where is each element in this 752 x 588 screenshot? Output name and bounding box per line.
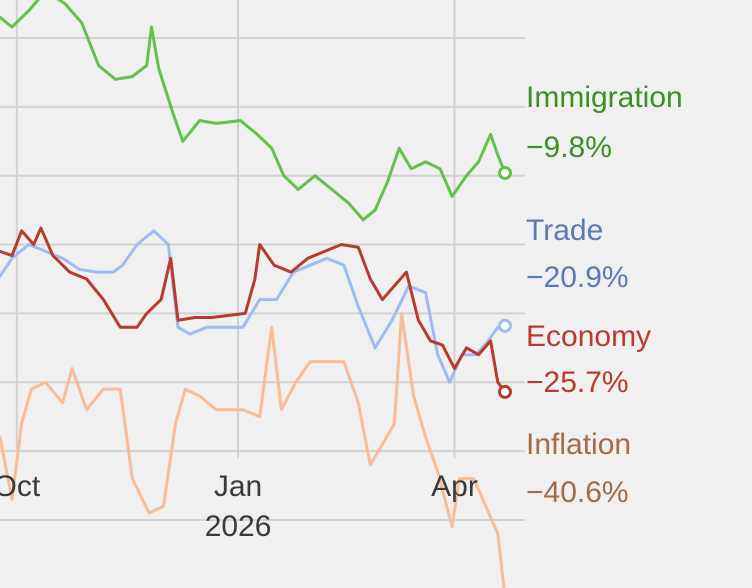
trade-series-name: Trade xyxy=(526,214,603,247)
trade-line xyxy=(0,229,507,384)
inflation-series-name: Inflation xyxy=(526,428,631,461)
x-tick-label: Jan xyxy=(214,470,262,503)
inflation-line xyxy=(0,311,506,588)
series-lines xyxy=(0,0,512,588)
trade-series-value: −20.9% xyxy=(526,261,629,294)
trade-endpoint xyxy=(498,318,512,333)
economy-series-value: −25.7% xyxy=(526,366,629,399)
x-tick-label: Oct xyxy=(0,470,41,503)
x-tick-label: Apr xyxy=(431,470,478,503)
series-labels: Immigration −9.8% Trade −20.9% Economy −25.7%… xyxy=(526,81,683,509)
immigration-series-name: Immigration xyxy=(526,81,683,114)
inflation-series-value: −40.6% xyxy=(526,476,629,509)
gridlines xyxy=(0,0,525,521)
economy-series-name: Economy xyxy=(526,320,651,353)
economy-line xyxy=(0,226,507,394)
immigration-endpoint xyxy=(498,165,512,180)
immigration-series-value: −9.8% xyxy=(526,131,612,164)
immigration-line xyxy=(0,0,507,222)
x-tick-sublabel: 2026 xyxy=(205,510,272,543)
x-axis-ticks: Oct Jan 2026 Apr xyxy=(0,470,478,543)
economy-endpoint xyxy=(498,384,512,399)
